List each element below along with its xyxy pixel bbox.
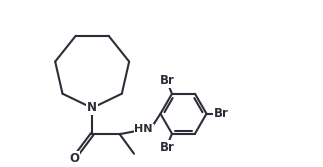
Text: O: O	[69, 152, 79, 165]
Text: Br: Br	[160, 74, 175, 87]
Text: HN: HN	[134, 124, 153, 134]
Text: N: N	[87, 102, 97, 114]
Text: Br: Br	[160, 141, 175, 154]
Text: Br: Br	[214, 107, 229, 120]
